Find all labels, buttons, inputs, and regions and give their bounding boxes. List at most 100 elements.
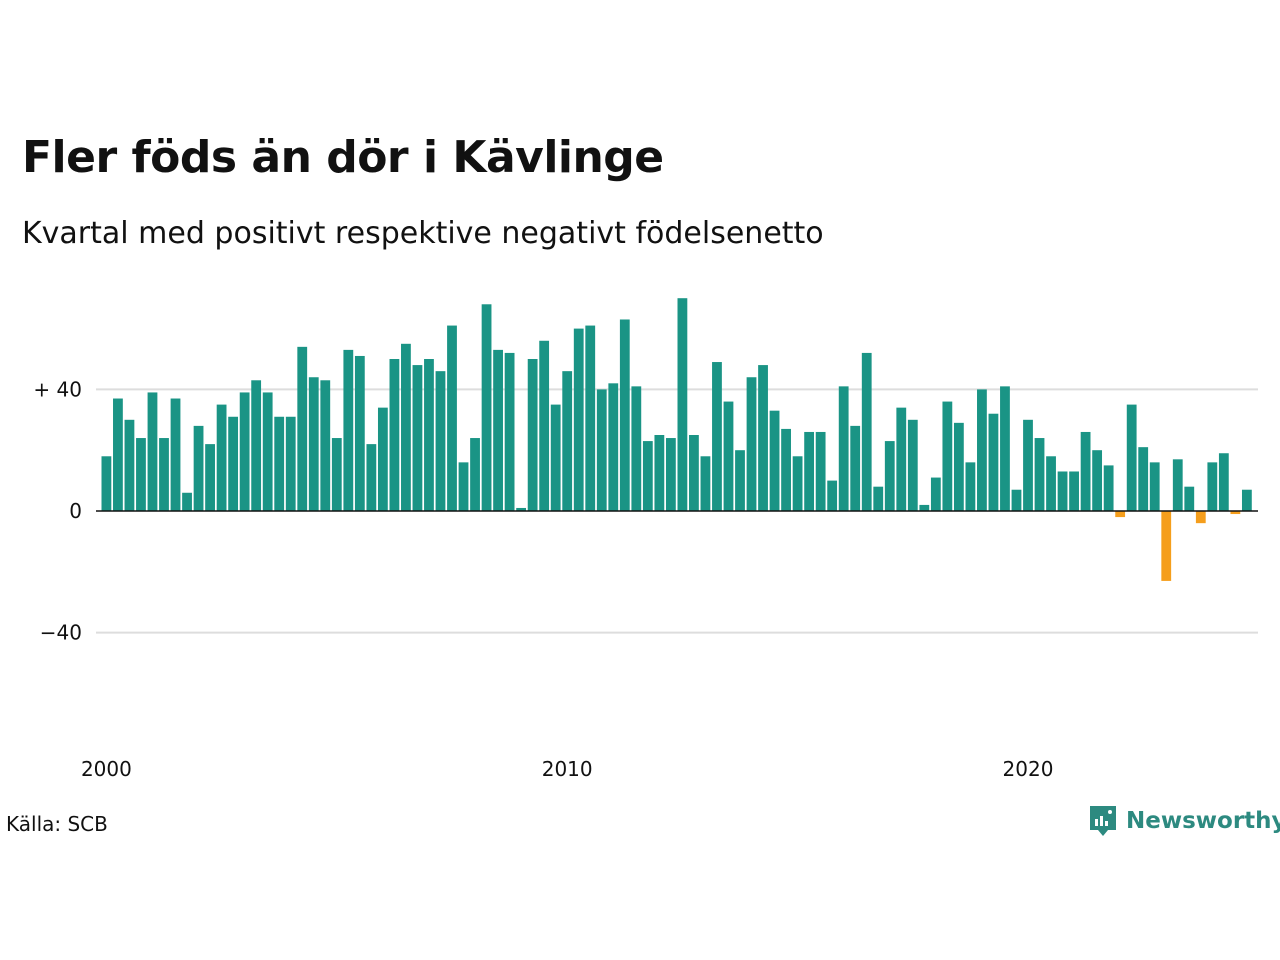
bar — [366, 444, 377, 511]
bar — [735, 450, 745, 511]
bar — [343, 349, 354, 511]
bar — [470, 438, 480, 511]
bar — [746, 377, 757, 511]
bar — [827, 480, 838, 511]
bar — [458, 462, 469, 511]
bar — [251, 380, 262, 511]
bar — [285, 416, 296, 511]
bar — [1115, 511, 1126, 518]
bar — [308, 377, 319, 511]
bar — [435, 371, 446, 511]
bar — [331, 438, 342, 511]
bar — [101, 456, 112, 511]
bar — [1046, 456, 1056, 511]
bar — [884, 441, 895, 511]
bar — [228, 416, 239, 511]
bar — [977, 389, 987, 511]
bar — [113, 398, 123, 511]
bar — [1218, 453, 1229, 511]
bar — [1195, 511, 1206, 524]
bar — [216, 404, 227, 511]
bar — [550, 404, 561, 511]
bar — [942, 401, 953, 511]
bar — [412, 365, 423, 511]
bar — [1103, 465, 1114, 511]
bar — [723, 401, 734, 511]
bar — [665, 438, 676, 511]
bar — [689, 435, 699, 511]
bar — [424, 359, 434, 511]
bar — [1092, 450, 1103, 511]
bar — [493, 349, 503, 511]
bar — [1149, 462, 1160, 511]
bar — [354, 355, 365, 511]
bar — [1011, 489, 1022, 511]
bar — [930, 477, 941, 511]
bar — [792, 456, 803, 511]
bar — [481, 304, 492, 511]
bar — [539, 340, 550, 511]
bar — [907, 419, 918, 511]
bar — [205, 444, 215, 511]
bar — [1138, 447, 1149, 511]
y-tick-label: 0 — [69, 499, 82, 523]
bar — [988, 413, 999, 511]
bar — [861, 352, 872, 511]
bar — [654, 435, 665, 511]
bar — [1207, 462, 1218, 511]
bar — [504, 352, 515, 511]
bar — [1080, 431, 1091, 511]
bar — [953, 422, 964, 511]
bar — [1034, 438, 1045, 511]
bar — [1184, 486, 1195, 511]
bar — [262, 392, 273, 511]
bar — [516, 507, 527, 511]
bar — [1023, 419, 1033, 511]
bar — [585, 325, 596, 511]
bar — [193, 425, 204, 511]
chart-subtitle: Kvartal med positivt respektive negativt… — [22, 216, 824, 251]
bar — [239, 392, 250, 511]
bar — [274, 416, 285, 511]
bar — [596, 389, 607, 511]
bar — [1172, 459, 1183, 511]
bar — [1069, 471, 1079, 511]
bar — [1230, 511, 1241, 515]
bar — [297, 346, 308, 511]
bar — [712, 362, 722, 511]
bar — [136, 438, 146, 511]
bar — [815, 431, 826, 511]
bar — [758, 365, 768, 511]
bar — [642, 441, 653, 511]
bar — [401, 343, 411, 511]
bar — [447, 325, 457, 511]
bar — [677, 298, 688, 511]
bar — [965, 462, 976, 511]
bar — [769, 410, 780, 511]
bar — [781, 428, 791, 511]
x-tick-label: 2010 — [542, 757, 593, 781]
x-tick-label: 2000 — [81, 757, 132, 781]
bar — [1161, 511, 1172, 581]
bar — [873, 486, 884, 511]
brand-logo-block: Newsworthy — [1088, 804, 1280, 838]
newsworthy-logo-icon — [1090, 806, 1116, 836]
bar — [1126, 404, 1137, 511]
bar — [147, 392, 158, 511]
bar — [700, 456, 711, 511]
bar — [896, 407, 907, 511]
bar — [527, 359, 538, 511]
bar — [124, 419, 135, 511]
bar — [804, 431, 815, 511]
bar — [1241, 489, 1252, 511]
y-tick-label: −40 — [40, 621, 82, 645]
y-tick-label: + 40 — [33, 377, 82, 401]
bar — [170, 398, 181, 511]
bar — [159, 438, 169, 511]
bar — [562, 371, 573, 511]
bar — [619, 319, 630, 511]
bar — [838, 386, 849, 511]
source-note: Källa: SCB — [6, 812, 108, 836]
